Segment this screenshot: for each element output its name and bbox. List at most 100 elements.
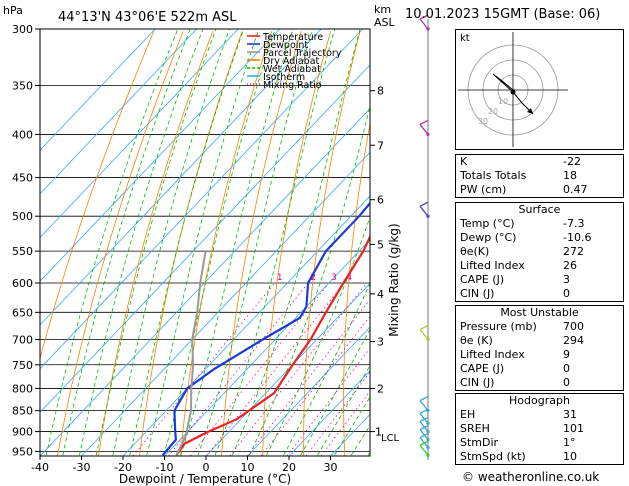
mixing-ratio-tick-label: 2	[310, 273, 316, 283]
mixing-ratio-line	[229, 283, 367, 456]
mixing-ratio-tick-label: 15	[420, 273, 431, 283]
isotherm-line	[205, 282, 370, 456]
isotherm-line	[40, 64, 370, 413]
table-row: CAPE (J) 0	[456, 362, 623, 376]
row-label: StmDir	[460, 436, 499, 449]
row-value: 0.47	[563, 183, 588, 196]
dry-adiabat	[40, 31, 155, 360]
table-row: θe (K) 294	[456, 334, 623, 348]
wind-barb	[419, 412, 429, 424]
wet-adiabat	[266, 215, 370, 456]
row-label: Lifted Index	[460, 259, 525, 272]
dry-adiabat	[303, 31, 361, 456]
row-label: Dewp (°C)	[460, 231, 517, 244]
legend-label: Dry Adiabat	[263, 56, 320, 67]
wet-adiabat	[95, 29, 217, 456]
km-tick-label: 2	[377, 382, 384, 395]
datetime: 10.01.2023 15GMT (Base: 06)	[405, 7, 601, 22]
wet-adiabat	[79, 29, 204, 456]
plot-frame	[39, 28, 371, 457]
indices-panel: K -22 Totals Totals 18 PW (cm) 0.47	[455, 154, 624, 198]
x-tick-label: -20	[114, 461, 132, 474]
dry-adiabat	[420, 31, 449, 456]
row-label: CAPE (J)	[460, 273, 505, 286]
mixing-ratio-tick-label: 4	[346, 273, 352, 283]
wind-barb-base	[426, 27, 430, 31]
table-row: Lifted Index 9	[456, 348, 623, 362]
mixing-ratio-tick-label: 3	[331, 273, 337, 283]
isotherm-line	[40, 29, 156, 151]
km-tick-label: 3	[377, 336, 384, 349]
storm-motion-marker	[510, 89, 516, 95]
wet-adiabat	[334, 396, 370, 456]
mixing-ratio-tick-label: 1	[277, 273, 283, 283]
row-value: -10.6	[563, 231, 592, 244]
km-tick-label: 5	[377, 238, 384, 251]
surface-title: Surface	[518, 203, 561, 216]
legend-label: Dewpoint	[263, 40, 308, 51]
dry-adiabat	[221, 31, 302, 456]
wet-adiabat	[129, 29, 245, 456]
pressure-tick-label: 550	[12, 245, 33, 258]
dewpoint-profile	[161, 201, 370, 456]
pressure-tick-label: 750	[12, 359, 33, 372]
isotherm-line	[288, 370, 370, 456]
lcl-label: LCL	[381, 433, 400, 444]
isotherm-line	[40, 108, 370, 456]
legend-label: Mixing Ratio	[263, 80, 322, 91]
pressure-tick-label: 700	[12, 333, 33, 346]
x-tick-label: 10	[241, 461, 255, 474]
wind-barb-flag	[419, 14, 429, 20]
table-row: θe(K) 272	[456, 245, 623, 259]
wind-barb-base	[426, 214, 430, 218]
row-label: θe (K)	[460, 334, 493, 347]
hodograph-stats-title: Hodograph	[509, 394, 570, 407]
wet-adiabat	[197, 29, 313, 456]
x-axis-label: Dewpoint / Temperature (°C)	[119, 472, 291, 486]
isotherm-line	[81, 151, 370, 456]
dry-adiabat	[139, 31, 243, 456]
row-value: 3	[563, 273, 570, 286]
y-axis-unit: hPa	[3, 4, 23, 17]
station-info: 44°13'N 43°06'E 522m ASL	[58, 10, 237, 25]
table-row: CAPE (J) 3	[456, 273, 623, 287]
wet-adiabat	[112, 29, 230, 456]
mixing-ratio-tick-label: 6	[369, 273, 375, 283]
table-row: PW (cm) 0.47	[456, 183, 623, 197]
row-value: 10	[563, 450, 577, 463]
wind-barb-flag	[419, 432, 429, 439]
km-tick-label: 1	[375, 426, 382, 439]
temperature-profile	[175, 234, 370, 456]
wet-adiabat	[249, 104, 370, 456]
hodograph-ring-label: 30	[478, 117, 488, 126]
most-unstable-title: Most Unstable	[500, 306, 579, 319]
copyright: © weatheronline.co.uk	[462, 470, 600, 484]
km-label: km	[374, 3, 391, 16]
mixing-ratio-tick-label: 20	[438, 273, 450, 283]
row-value: 0	[563, 376, 570, 389]
asl-label: ASL	[374, 16, 396, 29]
mixing-ratio-line	[132, 283, 275, 456]
pressure-tick-label: 350	[12, 79, 33, 92]
surface-panel: Surface Temp (°C) -7.3 Dewp (°C) -10.6 θe(K)…	[455, 202, 624, 302]
wet-adiabat	[146, 29, 260, 456]
table-row: Totals Totals 18	[456, 169, 623, 183]
wind-barb-base	[426, 429, 430, 434]
mixing-ratio-line	[167, 283, 308, 456]
table-row: Lifted Index 26	[456, 259, 623, 273]
wind-barb-flag	[419, 408, 429, 414]
row-value: 101	[563, 422, 584, 435]
wind-barbs	[419, 14, 430, 460]
wet-adiabat	[300, 328, 370, 456]
dry-adiabat	[262, 31, 331, 456]
wet-adiabat	[214, 29, 336, 456]
dry-adiabat	[57, 31, 184, 456]
pressure-tick-label: 400	[12, 128, 33, 141]
pressure-tick-label: 450	[12, 172, 33, 185]
table-row: CIN (J) 0	[456, 287, 623, 301]
mixing-ratio-line	[205, 283, 344, 456]
table-row: CIN (J) 0	[456, 376, 623, 390]
table-row: K -22	[456, 155, 623, 169]
table-row: Temp (°C) -7.3	[456, 217, 623, 231]
